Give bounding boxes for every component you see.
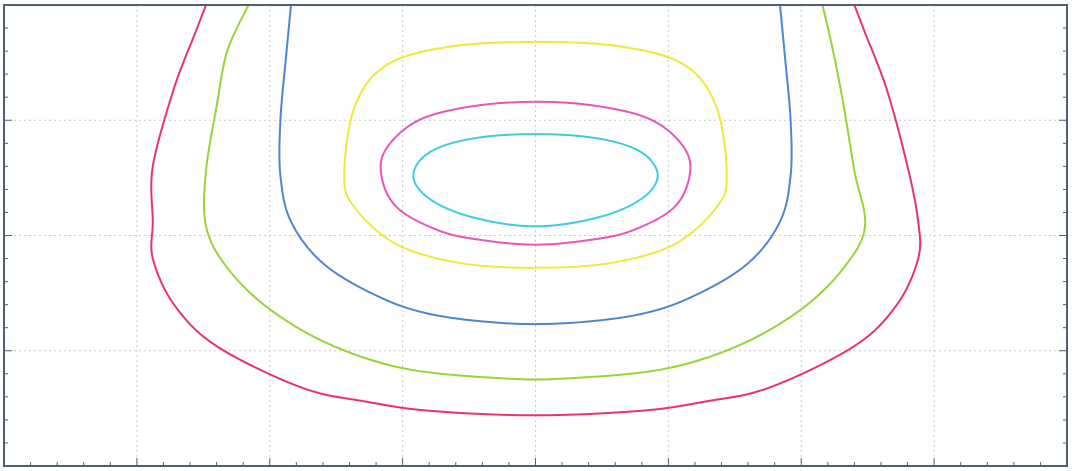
grid-lines — [4, 5, 1067, 466]
contour-line-2 — [202, 4, 867, 381]
contour-line-5 — [379, 100, 692, 246]
contour-line-6 — [412, 133, 659, 228]
contour-line-4 — [343, 40, 728, 269]
contour-lines — [150, 4, 922, 417]
contour-line-1 — [150, 4, 922, 417]
contour-line-3 — [278, 4, 793, 326]
plot-frame — [3, 4, 1068, 467]
